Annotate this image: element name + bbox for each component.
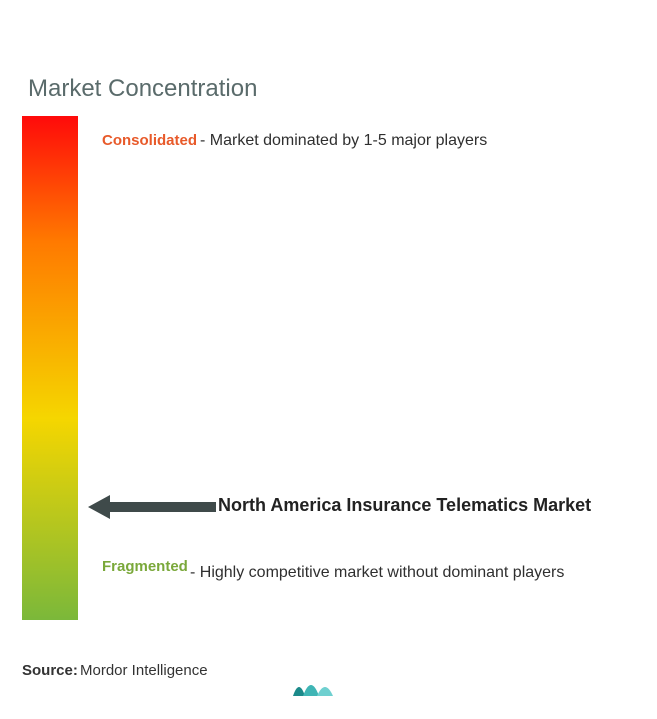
consolidated-label: Consolidated (102, 132, 197, 149)
gradient-rect (22, 116, 78, 620)
fragmented-label: Fragmented (102, 558, 188, 575)
concentration-gradient-bar (22, 116, 78, 620)
source-name: Mordor Intelligence (80, 662, 208, 679)
market-name: North America Insurance Telematics Marke… (218, 495, 591, 516)
logo-wave-2 (303, 685, 319, 696)
consolidated-description: - Market dominated by 1-5 major players (200, 132, 487, 150)
fragmented-description: - Highly competitive market without domi… (190, 558, 610, 588)
mordor-logo-icon (293, 672, 335, 700)
source-label: Source: (22, 662, 78, 679)
logo-wave-1 (293, 687, 305, 696)
logo-wave-3 (317, 687, 333, 696)
arrow-icon (88, 493, 216, 521)
arrow-shape (88, 495, 216, 519)
page-title: Market Concentration (28, 75, 257, 103)
